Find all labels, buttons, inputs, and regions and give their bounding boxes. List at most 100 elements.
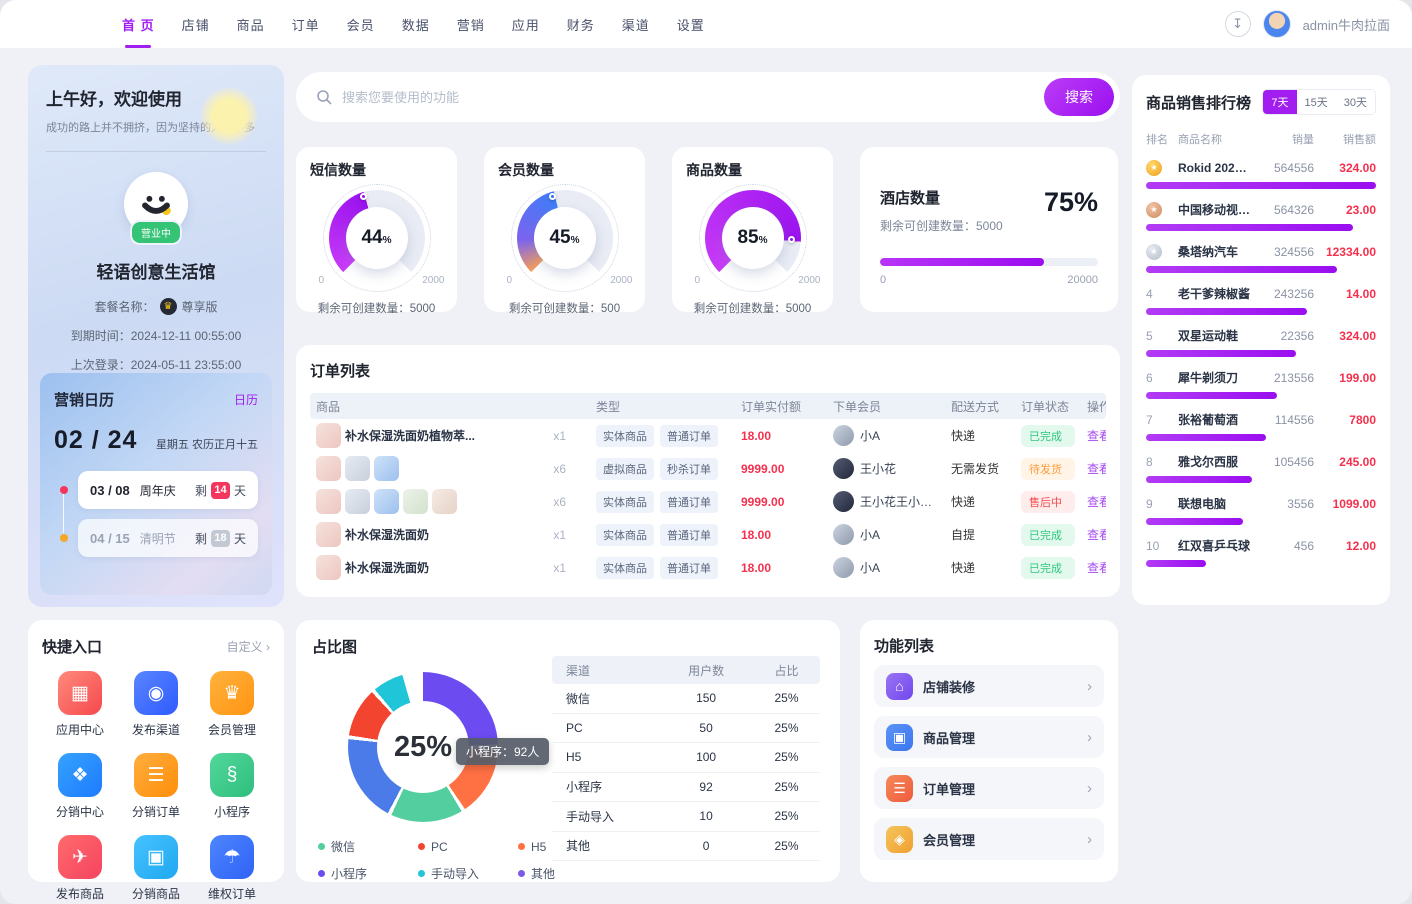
ranking-row[interactable]: 6 犀牛剃须刀 213556 199.00 — [1146, 369, 1376, 399]
quick-entry-label: 分销订单 — [131, 805, 180, 819]
ranking-row[interactable]: ★ 桑塔纳汽车 324556 12334.00 — [1146, 243, 1376, 273]
hotel-max: 20000 — [1067, 274, 1098, 286]
gauge: 85% 0 2000 — [695, 184, 821, 292]
nav-item-7[interactable]: 应用 — [511, 17, 540, 33]
view-link[interactable]: 查看 — [1087, 462, 1106, 476]
member-name: 小A — [860, 429, 881, 443]
event-dot-icon — [60, 486, 68, 494]
gauge-note: 剩余可创建数量：5000 — [693, 303, 812, 315]
ranking-amount: 245.00 — [1339, 454, 1376, 469]
quick-entry-distribution-center[interactable]: ❖ 分销中心 — [42, 753, 118, 820]
feature-member-manage[interactable]: ◈ 会员管理 › — [874, 818, 1104, 860]
user-name[interactable]: admin牛肉拉面 — [1302, 17, 1390, 33]
quick-entry-rights-order[interactable]: ☂ 维权订单 — [194, 835, 270, 902]
ranking-amount: 1099.00 — [1332, 496, 1376, 511]
quick-entry-miniprogram[interactable]: § 小程序 — [194, 753, 270, 820]
order-product-cell: x6 — [310, 489, 590, 514]
gauge-center: 85% — [721, 207, 784, 269]
calendar-event[interactable]: 04 / 15 清明节 剩 18 天 — [60, 519, 258, 557]
avatar[interactable] — [1262, 10, 1291, 38]
quick-entry-publish-goods[interactable]: ✈ 发布商品 — [42, 835, 118, 902]
channel-table: 渠道 用户数 占比 微信 150 25% PC 50 25% H5 100 25% 小程序 92 25% 手… — [552, 656, 820, 861]
marketing-calendar-card: 营销日历 日历 02 / 24 星期五 农历正月十五 03 / 08 周年庆剩 14… — [40, 373, 272, 595]
gauge-needle-dot — [359, 193, 367, 201]
legend-item[interactable]: 微信 — [318, 838, 418, 855]
order-row[interactable]: 补水保湿洗面奶植物萃... x1 实体商品 普通订单 18.00 小A 快递 已完成 查看 — [310, 419, 1106, 452]
order-col-header: 商品 — [316, 399, 341, 414]
ranking-row[interactable]: 7 张裕葡萄酒 114556 7800 — [1146, 411, 1376, 441]
countdown-days: 14 — [210, 481, 230, 499]
product-thumbnail — [345, 489, 370, 514]
search-button[interactable]: 搜索 — [1044, 78, 1114, 116]
legend-item[interactable]: 其他 — [518, 865, 618, 882]
ranking-row[interactable]: ★ Rokid 2022有... 564556 324.00 — [1146, 159, 1376, 189]
nav-item-1[interactable]: 店铺 — [181, 17, 210, 33]
nav-item-5[interactable]: 数据 — [401, 17, 430, 33]
ranking-bar — [1146, 518, 1243, 525]
quick-entry-distribution-order[interactable]: ☰ 分销订单 — [118, 753, 194, 820]
ranking-row[interactable]: 5 双星运动鞋 22356 324.00 — [1146, 327, 1376, 357]
ranking-tab-0[interactable]: 7天 — [1263, 90, 1297, 114]
ranking-row[interactable]: 8 雅戈尔西服 105456 245.00 — [1146, 453, 1376, 483]
order-action-cell: 查看 — [1081, 427, 1106, 444]
view-link[interactable]: 查看 — [1087, 495, 1106, 509]
legend-dot — [518, 843, 525, 850]
rank-number: 5 — [1146, 328, 1153, 343]
feature-list-title: 功能列表 — [874, 638, 935, 655]
quick-entry-member-manage[interactable]: ♛ 会员管理 — [194, 671, 270, 738]
feature-order-manage[interactable]: ☰ 订单管理 › — [874, 767, 1104, 809]
order-row[interactable]: 补水保湿洗面奶 x1 实体商品 普通订单 18.00 小A 自提 已完成 查看 — [310, 518, 1106, 551]
calendar-event[interactable]: 03 / 08 周年庆 剩 14 天 — [60, 471, 258, 509]
nav-item-8[interactable]: 财务 — [566, 17, 595, 33]
calendar-link[interactable]: 日历 — [233, 393, 258, 407]
order-amount-cell: 18.00 — [735, 429, 827, 443]
gauge-card-0: 短信数量 44% 0 2000 剩余可创建数量：5000 — [296, 147, 457, 315]
order-status-cell: 售后中 — [1015, 490, 1081, 513]
ranking-tab-1[interactable]: 15天 — [1296, 90, 1336, 114]
ranking-row[interactable]: ★ 中国移动视频彩... 564326 23.00 — [1146, 201, 1376, 231]
nav-item-0[interactable]: 首 页 — [122, 11, 155, 38]
nav-item-3[interactable]: 订单 — [291, 17, 320, 33]
customize-link[interactable]: 自定义 › — [226, 640, 270, 654]
view-link[interactable]: 查看 — [1087, 561, 1106, 575]
ranking-row[interactable]: 9 联想电脑 3556 1099.00 — [1146, 495, 1376, 525]
legend-item[interactable]: 小程序 — [318, 865, 418, 882]
legend-label: 微信 — [331, 840, 356, 854]
legend-label: H5 — [531, 839, 547, 854]
order-type-cell: 实体商品 普通订单 — [590, 556, 735, 579]
ranking-row[interactable]: 10 红双喜乒乓球 456 12.00 — [1146, 537, 1376, 567]
search-input[interactable] — [342, 89, 1044, 105]
view-link[interactable]: 查看 — [1087, 429, 1106, 443]
nav-item-9[interactable]: 渠道 — [621, 17, 650, 33]
nav-item-2[interactable]: 商品 — [236, 17, 265, 33]
legend-item[interactable]: H5 — [518, 838, 618, 855]
nav-item-4[interactable]: 会员 — [346, 17, 375, 33]
gauge-percent: 44% — [361, 227, 392, 248]
legend-item[interactable]: PC — [418, 838, 518, 855]
feature-label: 订单管理 — [923, 781, 976, 797]
order-row[interactable]: 补水保湿洗面奶 x1 实体商品 普通订单 18.00 小A 快递 已完成 查看 — [310, 551, 1106, 584]
legend-item[interactable]: 手动导入 — [418, 865, 518, 882]
order-product-cell: 补水保湿洗面奶植物萃... x1 — [310, 423, 590, 448]
order-status-cell: 待发货 — [1015, 457, 1081, 480]
ranking-rank: 5 — [1146, 329, 1178, 343]
order-row[interactable]: x6 虚拟商品 秒杀订单 9999.00 王小花 无需发货 待发货 查看 — [310, 452, 1106, 485]
ranking-product-name: 中国移动视频彩... — [1178, 203, 1256, 217]
quick-entry-distribution-goods[interactable]: ▣ 分销商品 — [118, 835, 194, 902]
order-price: 18.00 — [741, 428, 772, 443]
feature-goods-manage[interactable]: ▣ 商品管理 › — [874, 716, 1104, 758]
ranking-tabs: 7天 15天 30天 — [1262, 89, 1376, 115]
nav-item-6[interactable]: 营销 — [456, 17, 485, 33]
ranking-row-main: 6 犀牛剃须刀 213556 199.00 — [1146, 369, 1376, 386]
quick-entry-publish-channel[interactable]: ◉ 发布渠道 — [118, 671, 194, 738]
quick-entry-label: 维权订单 — [207, 887, 256, 901]
ranking-row[interactable]: 4 老干爹辣椒酱 243256 14.00 — [1146, 285, 1376, 315]
nav-item-10[interactable]: 设置 — [676, 17, 705, 33]
download-icon[interactable]: ↧ — [1224, 11, 1251, 37]
member-manage-icon: ♛ — [210, 671, 254, 715]
feature-shop-decor[interactable]: ⌂ 店铺装修 › — [874, 665, 1104, 707]
view-link[interactable]: 查看 — [1087, 528, 1106, 542]
quick-entry-app-center[interactable]: ▦ 应用中心 — [42, 671, 118, 738]
ranking-tab-2[interactable]: 30天 — [1335, 90, 1375, 114]
